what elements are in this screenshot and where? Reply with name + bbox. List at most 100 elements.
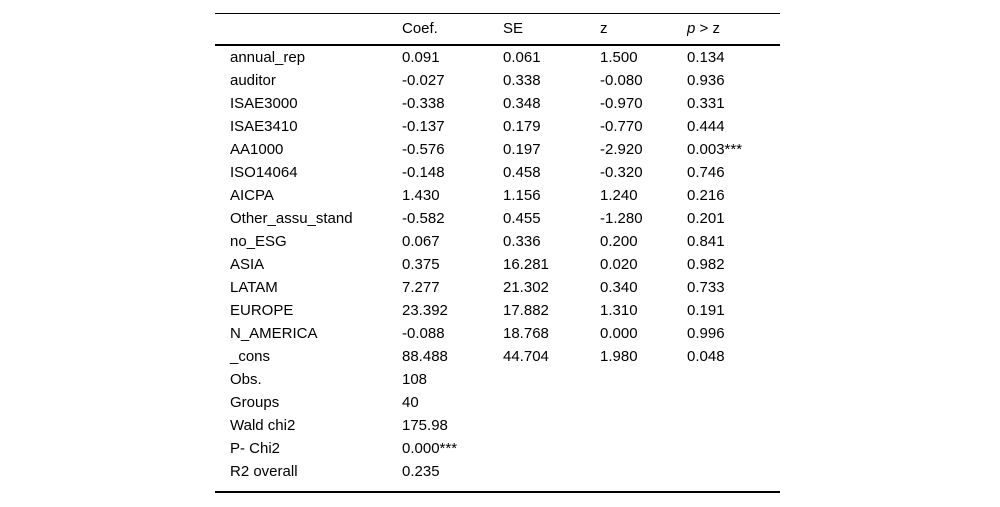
cell-z: -1.280 (600, 210, 643, 227)
cell-z: -0.080 (600, 72, 643, 89)
table-row: AICPA 1.430 1.156 1.240 0.216 (215, 184, 780, 207)
table-row: ISAE3410 -0.137 0.179 -0.770 0.444 (215, 115, 780, 138)
header-p: p > z (687, 14, 780, 44)
stat-label: R2 overall (230, 463, 298, 480)
cell-empty (687, 437, 780, 460)
cell-z: 0.200 (600, 233, 638, 250)
stat-value: 40 (402, 394, 419, 411)
stat-row: P- Chi2 0.000*** (215, 437, 780, 460)
cell-z: 0.000 (600, 325, 638, 342)
cell-p: 0.048 (687, 348, 725, 365)
stat-label: Obs. (230, 371, 262, 388)
cell-se: 21.302 (503, 279, 549, 296)
cell-empty (600, 437, 687, 460)
row-label: no_ESG (230, 233, 287, 250)
cell-coef: -0.137 (402, 118, 445, 135)
cell-p: 0.134 (687, 49, 725, 66)
cell-p: 0.331 (687, 95, 725, 112)
cell-empty (600, 391, 687, 414)
cell-empty (503, 460, 600, 483)
cell-se: 0.338 (503, 72, 541, 89)
cell-p: 0.982 (687, 256, 725, 273)
table-row: AA1000 -0.576 0.197 -2.920 0.003*** (215, 138, 780, 161)
cell-empty (600, 414, 687, 437)
cell-se: 0.197 (503, 141, 541, 158)
header-p-italic: p (687, 20, 696, 37)
row-label: LATAM (230, 279, 278, 296)
stat-row: R2 overall 0.235 (215, 460, 780, 483)
cell-empty (503, 391, 600, 414)
table-row: _cons 88.488 44.704 1.980 0.048 (215, 345, 780, 368)
cell-z: 0.020 (600, 256, 638, 273)
row-label: EUROPE (230, 302, 294, 319)
cell-z: 1.980 (600, 348, 638, 365)
cell-se: 0.458 (503, 164, 541, 181)
table-row: LATAM 7.277 21.302 0.340 0.733 (215, 276, 780, 299)
row-label: AICPA (230, 187, 274, 204)
stat-row: Obs. 108 (215, 368, 780, 391)
cell-se: 0.179 (503, 118, 541, 135)
stat-value: 0.235 (402, 463, 440, 480)
cell-coef: 1.430 (402, 187, 440, 204)
cell-p: 0.191 (687, 302, 725, 319)
stat-label: P- Chi2 (230, 440, 281, 457)
cell-se: 18.768 (503, 325, 549, 342)
cell-empty (600, 460, 687, 483)
cell-coef: -0.088 (402, 325, 445, 342)
cell-z: -0.970 (600, 95, 643, 112)
cell-p: 0.841 (687, 233, 725, 250)
cell-empty (503, 414, 600, 437)
row-label: ISAE3000 (230, 95, 298, 112)
table-row: ISAE3000 -0.338 0.348 -0.970 0.331 (215, 92, 780, 115)
cell-p: 0.936 (687, 72, 725, 89)
cell-coef: -0.027 (402, 72, 445, 89)
cell-empty (600, 368, 687, 391)
stat-value: 108 (402, 371, 428, 388)
cell-empty (687, 414, 780, 437)
header-coef: Coef. (402, 20, 438, 37)
cell-coef: -0.576 (402, 141, 445, 158)
cell-p: 0.003*** (687, 141, 743, 158)
row-label: _cons (230, 348, 271, 365)
cell-z: -2.920 (600, 141, 643, 158)
cell-se: 0.455 (503, 210, 541, 227)
cell-se: 0.348 (503, 95, 541, 112)
table-row: no_ESG 0.067 0.336 0.200 0.841 (215, 230, 780, 253)
table-row: ASIA 0.375 16.281 0.020 0.982 (215, 253, 780, 276)
row-label: auditor (230, 72, 276, 89)
cell-z: -0.320 (600, 164, 643, 181)
table-row: ISO14064 -0.148 0.458 -0.320 0.746 (215, 161, 780, 184)
table-row: annual_rep 0.091 0.061 1.500 0.134 (215, 46, 780, 69)
cell-coef: -0.338 (402, 95, 445, 112)
stat-value: 175.98 (402, 417, 448, 434)
cell-empty (503, 368, 600, 391)
row-label: AA1000 (230, 141, 284, 158)
table-row: N_AMERICA -0.088 18.768 0.000 0.996 (215, 322, 780, 345)
stat-label: Groups (230, 394, 280, 411)
cell-coef: -0.582 (402, 210, 445, 227)
cell-coef: 7.277 (402, 279, 440, 296)
row-label: ISO14064 (230, 164, 298, 181)
header-z: z (600, 20, 608, 37)
cell-z: 1.240 (600, 187, 638, 204)
cell-coef: 0.375 (402, 256, 440, 273)
cell-se: 16.281 (503, 256, 549, 273)
row-label: N_AMERICA (230, 325, 318, 342)
cell-p: 0.216 (687, 187, 725, 204)
cell-coef: -0.148 (402, 164, 445, 181)
cell-coef: 88.488 (402, 348, 448, 365)
cell-p: 0.201 (687, 210, 725, 227)
regression-table: Coef. SE z p > z annual_rep 0.091 0.061 1.5… (215, 13, 780, 493)
cell-p: 0.996 (687, 325, 725, 342)
stat-value: 0.000*** (402, 440, 458, 457)
table-row: EUROPE 23.392 17.882 1.310 0.191 (215, 299, 780, 322)
row-label: annual_rep (230, 49, 306, 66)
row-label: ASIA (230, 256, 265, 273)
cell-p: 0.746 (687, 164, 725, 181)
cell-se: 0.336 (503, 233, 541, 250)
cell-z: 1.500 (600, 49, 638, 66)
cell-z: -0.770 (600, 118, 643, 135)
stat-label: Wald chi2 (230, 417, 296, 434)
cell-empty (503, 437, 600, 460)
cell-empty (687, 368, 780, 391)
